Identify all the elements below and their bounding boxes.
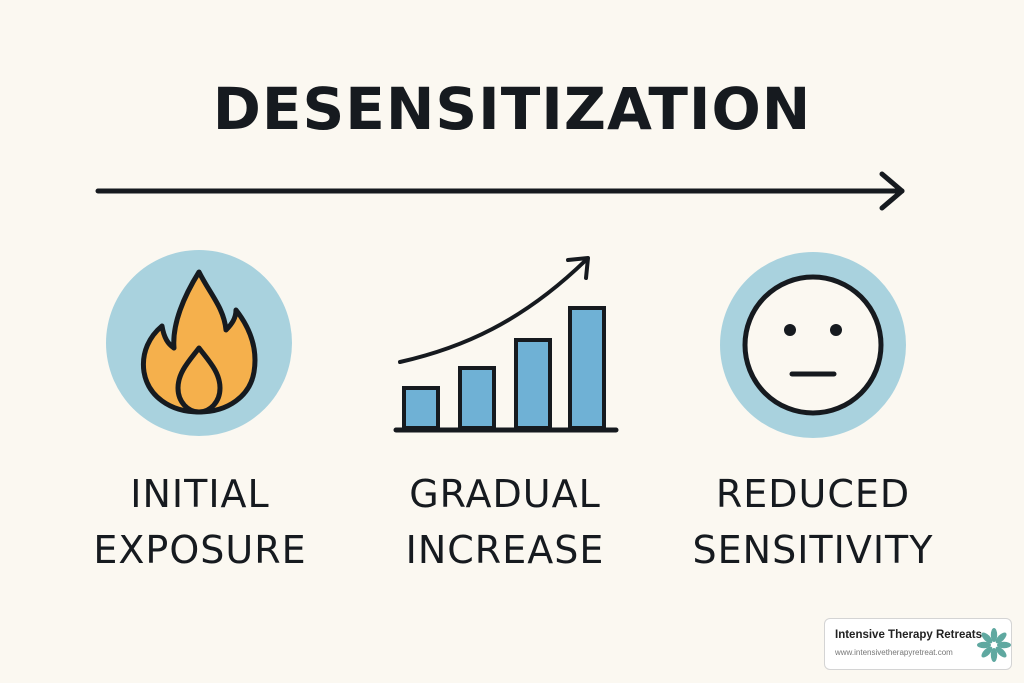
diagram-title: DESENSITIZATION bbox=[212, 75, 812, 143]
stage-label-reduced-sensitivity: REDUCED SENSITIVITY bbox=[692, 472, 934, 572]
flame-icon bbox=[106, 250, 292, 436]
stage-label-gradual-increase: GRADUAL INCREASE bbox=[405, 472, 605, 572]
timeline-arrow bbox=[95, 171, 905, 211]
rising-bar-chart-icon bbox=[393, 256, 619, 433]
brand-name: Intensive Therapy Retreats bbox=[835, 629, 983, 641]
brand-badge[interactable]: Intensive Therapy Retreats www.intensive… bbox=[824, 618, 1012, 670]
neutral-face-icon bbox=[720, 252, 906, 438]
flower-logo-icon bbox=[977, 628, 1011, 662]
brand-url: www.intensivetherapyretreat.com bbox=[835, 648, 953, 657]
stage-label-initial-exposure: INITIAL EXPOSURE bbox=[93, 472, 307, 572]
